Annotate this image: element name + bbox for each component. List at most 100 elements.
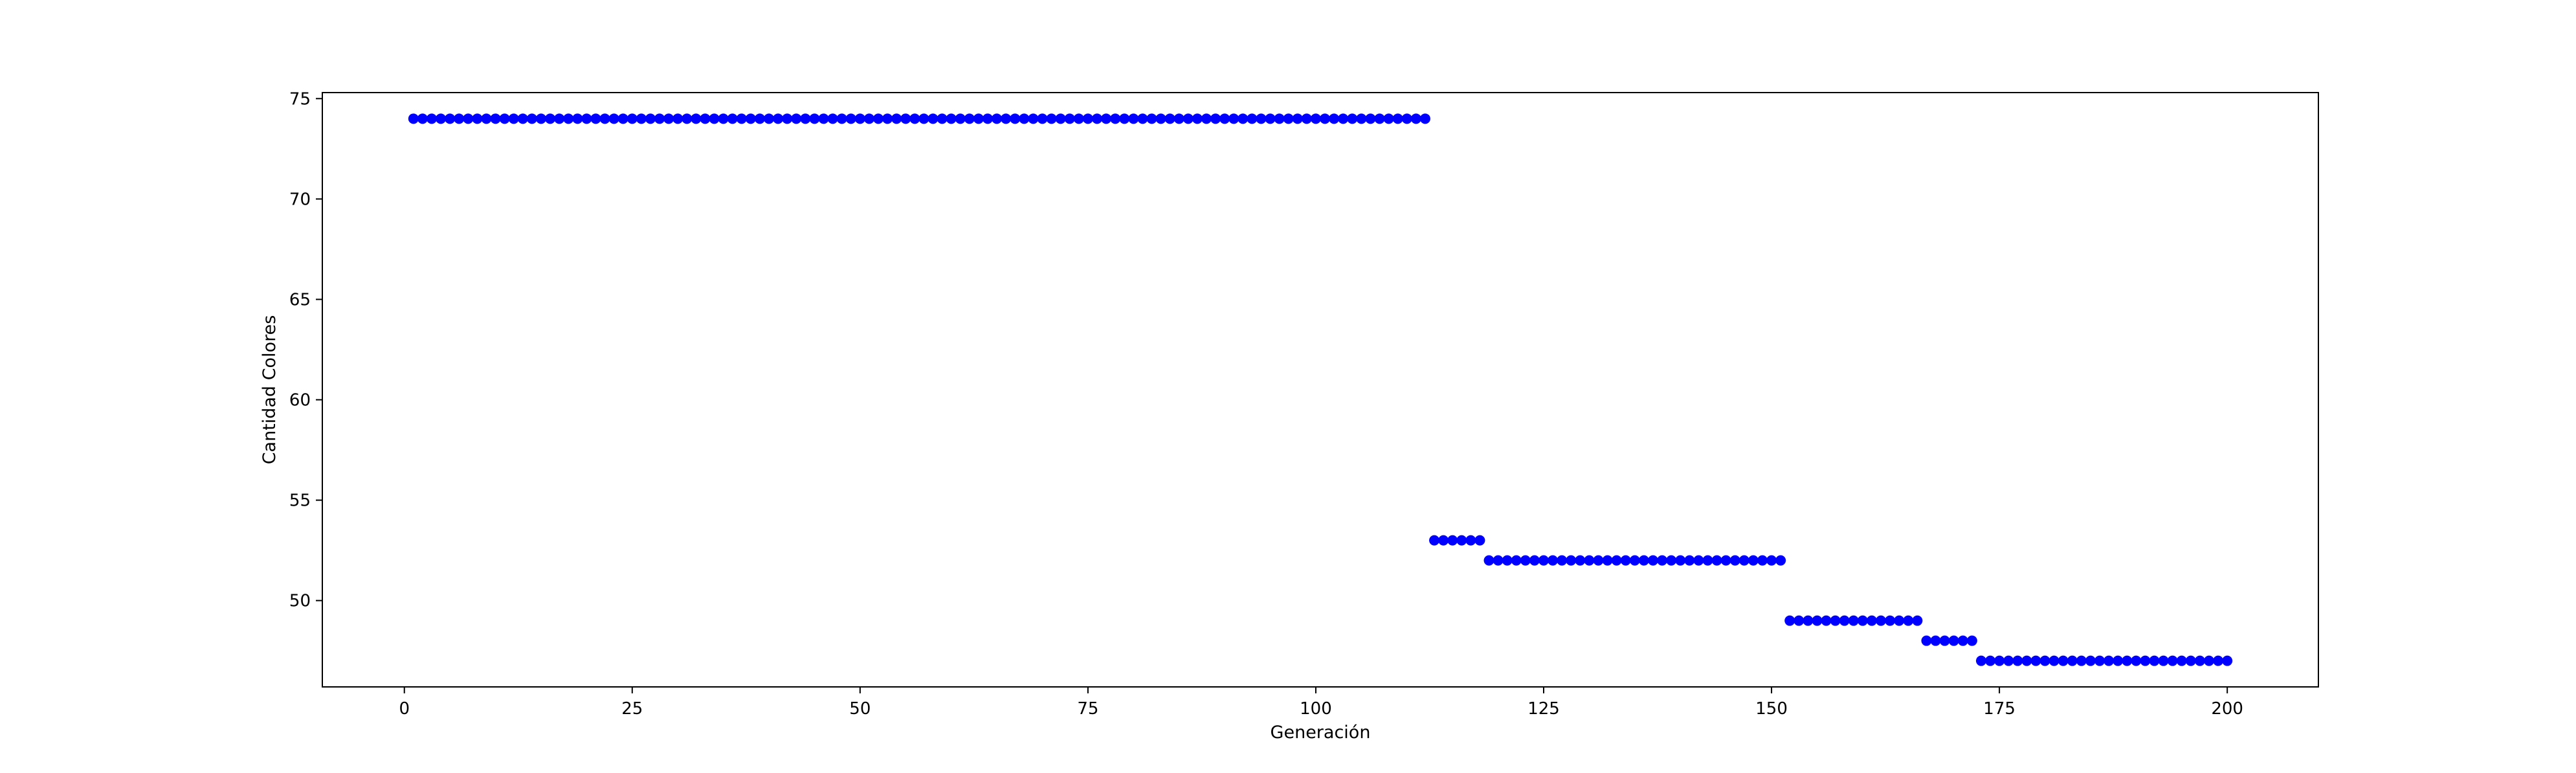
- data-point: [1857, 615, 1868, 626]
- data-point: [1019, 113, 1030, 124]
- data-point: [800, 113, 811, 124]
- data-point: [1219, 113, 1230, 124]
- data-point: [1155, 113, 1166, 124]
- data-point: [1164, 113, 1175, 124]
- data-point: [1320, 113, 1331, 124]
- data-point: [764, 113, 775, 124]
- data-point: [526, 113, 537, 124]
- data-point: [1401, 113, 1412, 124]
- data-point: [745, 113, 756, 124]
- data-point: [2030, 655, 2041, 666]
- data-point: [1365, 113, 1376, 124]
- data-point: [927, 113, 938, 124]
- data-point: [909, 113, 920, 124]
- data-point: [1575, 555, 1586, 566]
- data-point: [417, 113, 428, 124]
- data-point: [1620, 555, 1631, 566]
- data-point: [1602, 555, 1613, 566]
- data-point: [1538, 555, 1549, 566]
- x-tick-label: 50: [849, 699, 871, 719]
- data-point: [654, 113, 665, 124]
- data-point: [773, 113, 784, 124]
- y-tick-label: 65: [289, 290, 311, 309]
- data-point: [1611, 555, 1622, 566]
- plot-frame: [322, 92, 2319, 688]
- data-point: [617, 113, 628, 124]
- data-point: [2003, 655, 2014, 666]
- data-point: [1866, 615, 1877, 626]
- y-tick-label: 75: [289, 89, 311, 109]
- data-point: [472, 113, 483, 124]
- data-point: [1975, 655, 1986, 666]
- data-point: [827, 113, 838, 124]
- data-point: [1985, 655, 1996, 666]
- data-point: [727, 113, 738, 124]
- data-point: [873, 113, 884, 124]
- data-point: [1338, 113, 1349, 124]
- data-point: [1566, 555, 1577, 566]
- y-axis-ticks: 50 55 60 65 70 75: [289, 89, 322, 611]
- data-point: [1638, 555, 1649, 566]
- data-point: [955, 113, 966, 124]
- data-point: [1301, 113, 1312, 124]
- data-point: [1183, 113, 1194, 124]
- data-point: [2176, 655, 2187, 666]
- data-point: [1101, 113, 1112, 124]
- x-tick-label: 0: [399, 699, 410, 719]
- data-point: [836, 113, 847, 124]
- data-point: [1957, 635, 1968, 646]
- data-point: [2122, 655, 2133, 666]
- data-point: [2204, 655, 2215, 666]
- data-point: [426, 113, 437, 124]
- data-point: [1511, 555, 1522, 566]
- data-point: [2185, 655, 2196, 666]
- data-point: [1584, 555, 1595, 566]
- data-point: [1885, 615, 1896, 626]
- data-point: [1356, 113, 1367, 124]
- data-point: [1128, 113, 1139, 124]
- data-point: [2094, 655, 2105, 666]
- data-point: [2131, 655, 2142, 666]
- data-point: [882, 113, 893, 124]
- data-point: [1447, 535, 1458, 546]
- data-point: [937, 113, 948, 124]
- data-point: [1073, 113, 1084, 124]
- data-point: [1839, 615, 1850, 626]
- data-point: [1265, 113, 1276, 124]
- data-point: [1137, 113, 1148, 124]
- data-point: [682, 113, 693, 124]
- data-point: [1347, 113, 1358, 124]
- data-point: [627, 113, 638, 124]
- data-point: [554, 113, 565, 124]
- data-point: [1748, 555, 1759, 566]
- data-point: [1173, 113, 1184, 124]
- data-point: [1548, 555, 1559, 566]
- x-tick-label: 200: [2211, 699, 2243, 719]
- data-point: [2085, 655, 2096, 666]
- data-point: [1392, 113, 1403, 124]
- data-point: [1684, 555, 1695, 566]
- data-point: [1812, 615, 1823, 626]
- data-point: [1383, 113, 1394, 124]
- data-point: [1903, 615, 1914, 626]
- data-point: [463, 113, 474, 124]
- data-point: [490, 113, 501, 124]
- data-point: [1201, 113, 1212, 124]
- data-point: [590, 113, 601, 124]
- data-point: [481, 113, 492, 124]
- data-point: [1091, 113, 1102, 124]
- data-point: [1465, 535, 1476, 546]
- data-point: [408, 113, 419, 124]
- data-point: [1283, 113, 1294, 124]
- data-point: [2058, 655, 2069, 666]
- data-point: [900, 113, 911, 124]
- data-point: [1001, 113, 1012, 124]
- data-point: [1292, 113, 1303, 124]
- data-point: [1939, 635, 1950, 646]
- data-point: [1028, 113, 1039, 124]
- data-point: [1064, 113, 1075, 124]
- data-point: [1629, 555, 1640, 566]
- data-point: [1930, 635, 1941, 646]
- data-point: [891, 113, 902, 124]
- data-point: [1711, 555, 1722, 566]
